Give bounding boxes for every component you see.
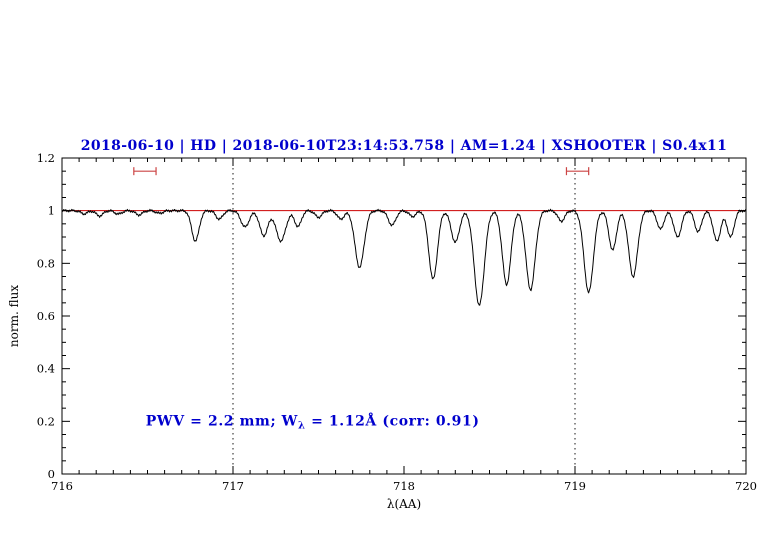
annotation-pwv: PWV = 2.2 mm; Wλ = 1.12Å (corr: 0.91) bbox=[146, 411, 480, 431]
y-tick-label: 0.6 bbox=[37, 309, 55, 323]
x-tick-label: 717 bbox=[222, 479, 244, 493]
annotation-part: PWV = 2.2 mm; W bbox=[146, 413, 298, 429]
y-tick-label: 1.2 bbox=[37, 151, 55, 165]
x-tick-label: 718 bbox=[393, 479, 415, 493]
y-tick-label: 0.4 bbox=[37, 362, 55, 376]
y-tick-label: 0.2 bbox=[37, 414, 55, 428]
y-tick-label: 1 bbox=[48, 204, 55, 218]
plot-layers: 716 717 718 719 720 0 0.2 0.4 0.6 0.8 1 1.2 bbox=[37, 151, 757, 493]
y-tick-label: 0 bbox=[48, 467, 55, 481]
annotation-part: λ bbox=[298, 420, 306, 431]
y-tick-label: 0.8 bbox=[37, 256, 55, 270]
spectrum-line bbox=[61, 208, 747, 306]
x-tick-label: 719 bbox=[564, 479, 586, 493]
x-tick-label: 720 bbox=[735, 479, 757, 493]
x-tick-label: 716 bbox=[51, 479, 73, 493]
x-axis-label: λ(AA) bbox=[387, 497, 421, 511]
y-axis-label: norm. flux bbox=[7, 285, 21, 347]
plot-title: 2018-06-10 | HD | 2018-06-10T23:14:53.75… bbox=[81, 138, 728, 154]
annotation-part: = 1.12Å (corr: 0.91) bbox=[306, 411, 480, 429]
